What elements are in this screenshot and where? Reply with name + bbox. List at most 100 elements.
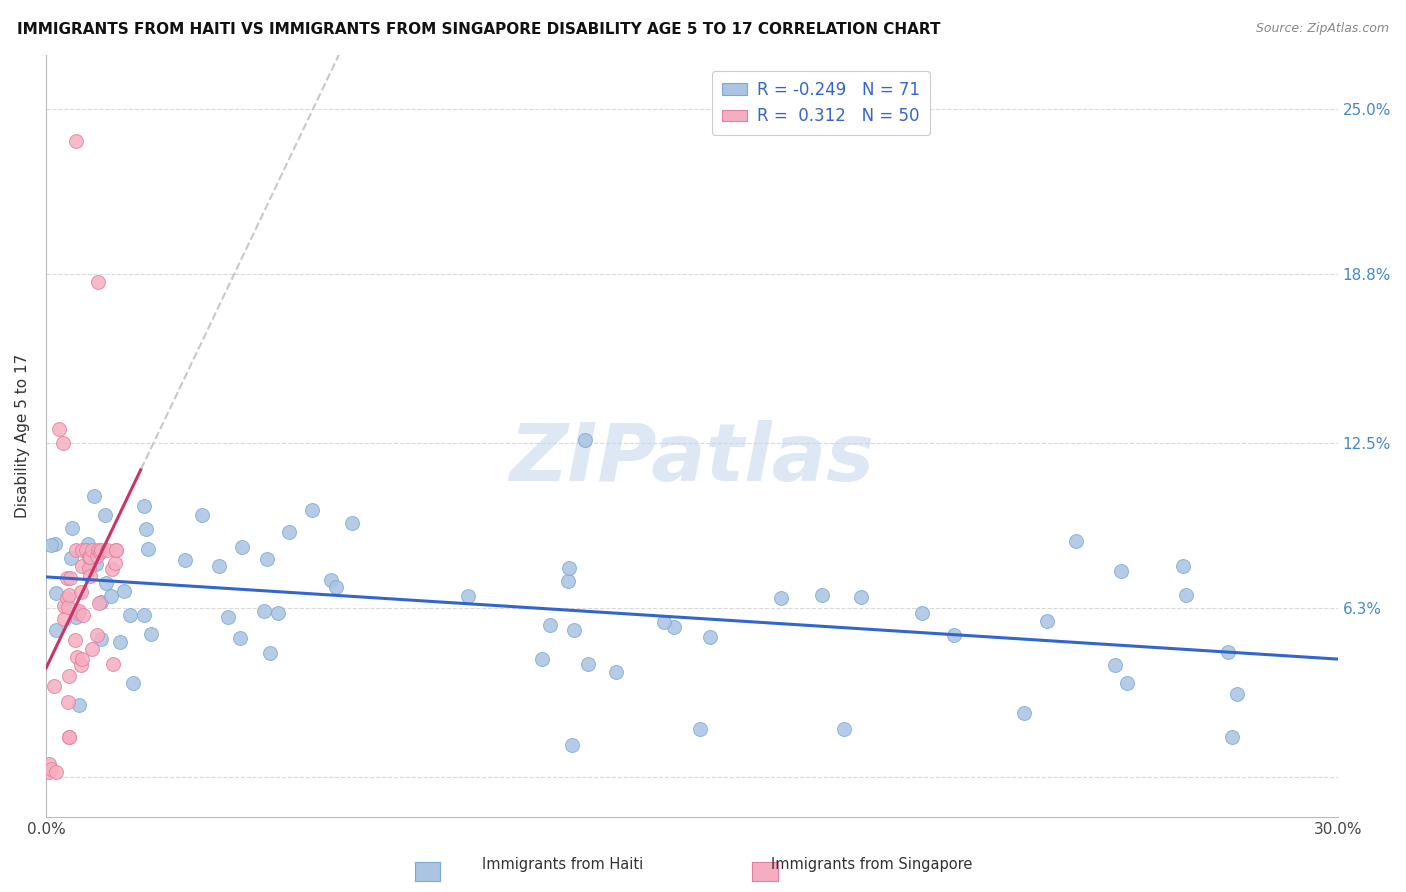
Point [191,508,214,522]
Point [56,600,79,615]
Point [65,542,87,557]
Point [69,657,91,672]
Point [52,612,75,626]
Point [1216,645,1239,659]
Point [256,552,278,566]
Point [104,556,127,570]
Point [86,549,108,564]
Point [62,521,84,535]
Point [1175,588,1198,602]
Point [558,560,581,574]
Point [90,632,112,647]
Point [56,571,79,585]
Point [122,676,145,690]
Point [90,542,112,557]
Point [59,571,82,585]
Point [100,589,122,603]
Point [574,433,596,447]
Point [266,607,288,621]
Point [80,642,103,657]
Point [48,422,70,436]
Point [231,540,253,554]
Point [65,650,87,665]
Point [70,652,93,666]
Point [229,631,252,645]
Point [65,134,87,148]
Point [70,542,93,557]
Point [689,722,711,736]
Point [96,542,118,557]
Text: Source: ZipAtlas.com: Source: ZipAtlas.com [1256,22,1389,36]
Point [1225,687,1247,701]
Point [39,538,62,552]
Point [943,628,966,642]
Point [141,627,163,641]
Point [662,620,685,634]
Point [531,652,554,666]
Point [1036,614,1059,628]
Point [769,591,792,605]
Point [55,591,77,606]
Point [79,550,101,565]
Point [174,553,197,567]
Point [538,618,561,632]
Point [138,542,160,557]
Y-axis label: Disability Age 5 to 17: Disability Age 5 to 17 [15,354,30,518]
Point [56,695,79,709]
Point [135,523,157,537]
Point [699,630,721,644]
Point [832,722,855,736]
Point [340,516,363,530]
Point [72,607,94,622]
Point [84,558,107,572]
Point [69,585,91,599]
Point [100,562,122,576]
Point [87,596,110,610]
Text: ZIPatlas: ZIPatlas [509,420,875,498]
Point [652,615,675,629]
Text: IMMIGRANTS FROM HAITI VS IMMIGRANTS FROM SINGAPORE DISABILITY AGE 5 TO 17 CORREL: IMMIGRANTS FROM HAITI VS IMMIGRANTS FROM… [17,22,941,37]
Point [65,609,87,624]
Point [120,608,142,623]
Point [259,647,281,661]
Point [849,591,872,605]
Point [253,604,276,618]
Point [1014,706,1036,721]
Point [89,545,111,559]
Point [217,609,239,624]
Point [58,731,80,745]
Point [58,588,80,602]
Point [105,542,128,557]
Point [561,738,583,752]
Point [45,764,67,779]
Point [605,665,627,680]
Point [42,680,65,694]
Point [87,542,110,557]
Point [70,559,93,574]
Point [52,435,75,450]
Point [38,756,60,771]
Point [576,657,599,671]
Point [67,698,90,713]
Point [58,669,80,683]
Point [104,542,127,557]
Point [66,607,89,621]
Point [457,590,479,604]
Point [86,627,108,641]
Text: Immigrants from Singapore: Immigrants from Singapore [770,857,973,872]
Point [1222,730,1244,744]
Point [59,551,82,566]
Point [90,594,112,608]
Point [77,550,100,565]
Point [810,589,832,603]
Point [82,542,104,557]
Point [108,634,131,648]
Point [301,502,323,516]
Point [1173,558,1195,573]
Point [94,575,117,590]
Point [321,574,343,588]
Point [39,762,62,776]
Point [63,632,86,647]
Point [208,558,231,573]
Point [132,607,155,622]
